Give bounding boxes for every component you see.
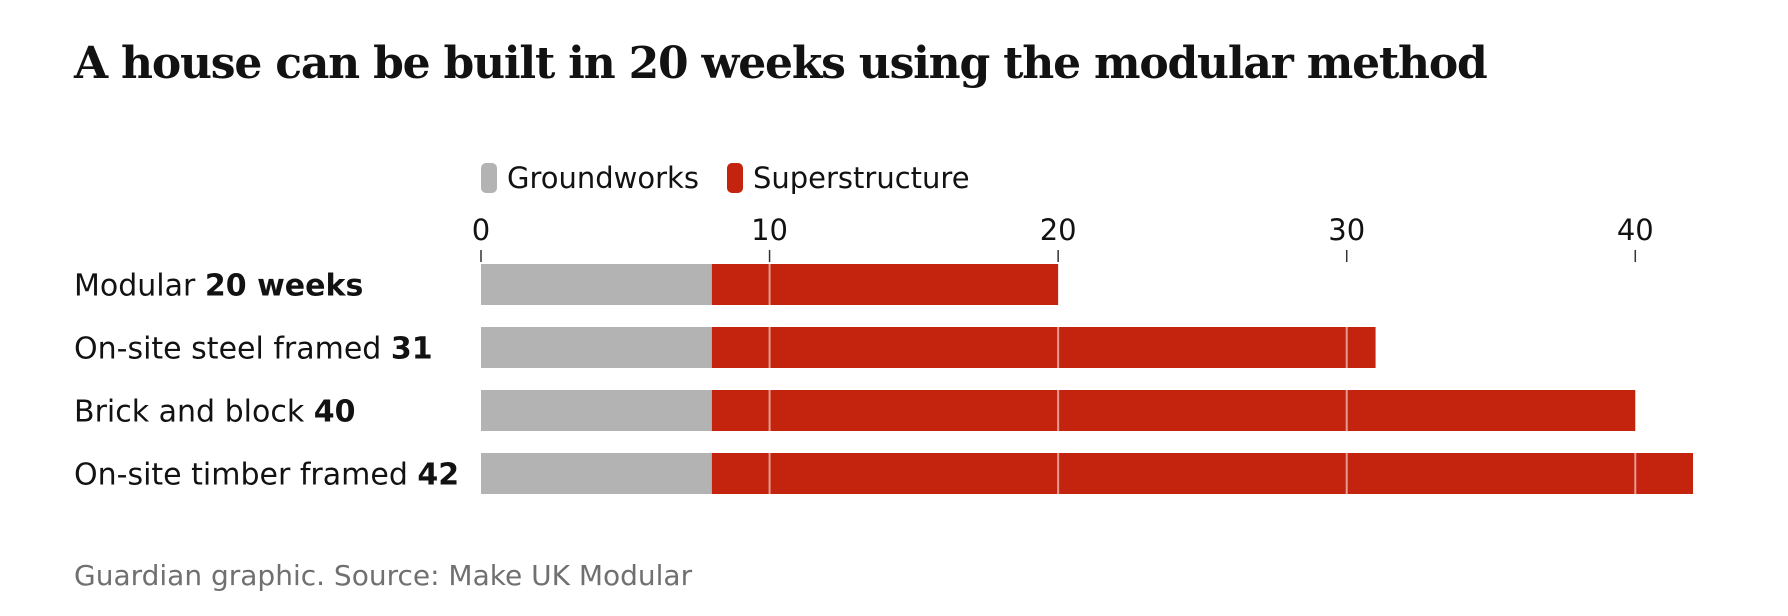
legend-swatch-groundworks bbox=[481, 163, 497, 193]
x-tick-label: 20 bbox=[1040, 213, 1077, 247]
x-tick-label: 10 bbox=[751, 213, 788, 247]
row-label: On-site steel framed 31 bbox=[74, 332, 433, 367]
row-label-name: Modular bbox=[74, 269, 205, 304]
bar-superstructure bbox=[711, 390, 1636, 431]
legend-item-superstructure: Superstructure bbox=[726, 158, 970, 198]
row-label-name: On-site steel framed bbox=[74, 332, 391, 367]
x-tick-label: 0 bbox=[472, 213, 490, 247]
legend-label-superstructure: Superstructure bbox=[752, 161, 970, 195]
chart-title: A house can be built in 20 weeks using t… bbox=[74, 38, 1488, 89]
x-tick-label: 40 bbox=[1617, 213, 1654, 247]
row-label-name: Brick and block bbox=[74, 395, 314, 430]
bar-superstructure bbox=[711, 453, 1693, 494]
bar-chart: 0 10 20 30 40 Modular 20 weeks On-site steel f… bbox=[74, 213, 1693, 494]
legend: Groundworks Superstructure bbox=[481, 158, 998, 198]
x-tick-label: 30 bbox=[1328, 213, 1365, 247]
bar-groundworks bbox=[481, 327, 712, 368]
legend-swatch-superstructure bbox=[726, 163, 743, 193]
row-label-value: 42 bbox=[417, 458, 459, 493]
row-label-value: 40 bbox=[314, 395, 356, 430]
bar-superstructure bbox=[711, 264, 1059, 305]
row-label: Brick and block 40 bbox=[74, 395, 356, 430]
row-label-value: 20 weeks bbox=[205, 269, 363, 304]
row-label: On-site timber framed 42 bbox=[74, 458, 459, 493]
row-label-name: On-site timber framed bbox=[74, 458, 417, 493]
row-label: Modular 20 weeks bbox=[74, 269, 363, 304]
bar-groundworks bbox=[481, 453, 712, 494]
legend-item-groundworks: Groundworks bbox=[481, 158, 699, 198]
legend-label-groundworks: Groundworks bbox=[507, 161, 699, 195]
source-note: Guardian graphic. Source: Make UK Modula… bbox=[74, 559, 693, 592]
bar-groundworks bbox=[481, 390, 712, 431]
bar-superstructure bbox=[711, 327, 1376, 368]
bar-groundworks bbox=[481, 264, 712, 305]
row-label-value: 31 bbox=[391, 332, 433, 367]
